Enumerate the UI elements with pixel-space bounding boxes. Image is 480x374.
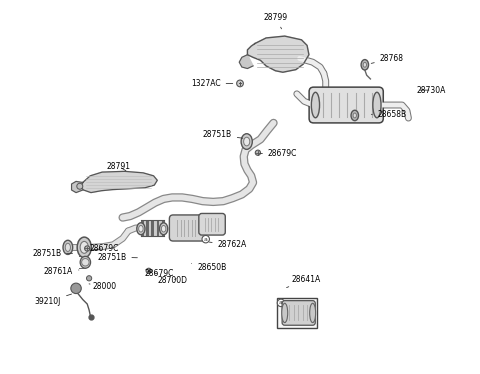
- Text: 39210J: 39210J: [35, 294, 72, 306]
- Circle shape: [86, 276, 92, 281]
- Circle shape: [202, 236, 209, 243]
- Text: 28799: 28799: [264, 13, 288, 29]
- Text: 28751B: 28751B: [32, 249, 72, 258]
- FancyBboxPatch shape: [199, 214, 225, 235]
- Text: 28700D: 28700D: [157, 276, 187, 285]
- Ellipse shape: [312, 92, 320, 118]
- Circle shape: [82, 258, 89, 266]
- Polygon shape: [81, 171, 157, 193]
- Ellipse shape: [139, 226, 143, 232]
- Text: 28679C: 28679C: [89, 244, 119, 253]
- Polygon shape: [239, 55, 253, 68]
- Text: 28679C: 28679C: [145, 269, 174, 278]
- Circle shape: [146, 268, 151, 273]
- Text: 28751B: 28751B: [97, 252, 137, 261]
- Circle shape: [237, 80, 243, 87]
- FancyBboxPatch shape: [169, 215, 205, 241]
- Circle shape: [77, 183, 83, 189]
- Ellipse shape: [361, 59, 369, 70]
- Text: 28751B: 28751B: [203, 130, 243, 140]
- Ellipse shape: [65, 243, 71, 251]
- Polygon shape: [72, 181, 83, 193]
- Ellipse shape: [137, 223, 145, 235]
- FancyBboxPatch shape: [276, 298, 317, 328]
- Text: 28762A: 28762A: [209, 240, 247, 249]
- Ellipse shape: [244, 137, 250, 146]
- Ellipse shape: [282, 303, 288, 323]
- Ellipse shape: [373, 92, 381, 118]
- FancyBboxPatch shape: [282, 301, 315, 325]
- Text: 28650B: 28650B: [192, 263, 227, 272]
- Text: a: a: [279, 300, 283, 306]
- Ellipse shape: [161, 226, 166, 232]
- Polygon shape: [248, 36, 309, 72]
- Ellipse shape: [159, 223, 168, 235]
- Circle shape: [71, 283, 81, 294]
- FancyBboxPatch shape: [309, 87, 383, 123]
- Text: 28000: 28000: [89, 282, 117, 291]
- Circle shape: [277, 299, 285, 307]
- Text: 28679C: 28679C: [261, 149, 297, 158]
- Ellipse shape: [363, 62, 367, 67]
- Ellipse shape: [80, 256, 91, 268]
- Ellipse shape: [77, 237, 91, 258]
- Ellipse shape: [241, 134, 252, 149]
- Text: 1327AC: 1327AC: [191, 79, 233, 88]
- Text: 28791: 28791: [107, 162, 131, 171]
- Circle shape: [84, 246, 90, 251]
- Ellipse shape: [80, 241, 88, 253]
- Ellipse shape: [351, 110, 359, 121]
- Text: 28730A: 28730A: [417, 86, 446, 95]
- Text: 28658B: 28658B: [372, 110, 407, 119]
- Ellipse shape: [310, 303, 316, 323]
- Text: a: a: [204, 237, 208, 242]
- Text: 28761A: 28761A: [44, 267, 79, 276]
- Text: 28768: 28768: [371, 54, 404, 63]
- Ellipse shape: [353, 113, 357, 118]
- Ellipse shape: [63, 240, 72, 254]
- Text: 28641A: 28641A: [287, 275, 321, 288]
- Circle shape: [255, 150, 261, 155]
